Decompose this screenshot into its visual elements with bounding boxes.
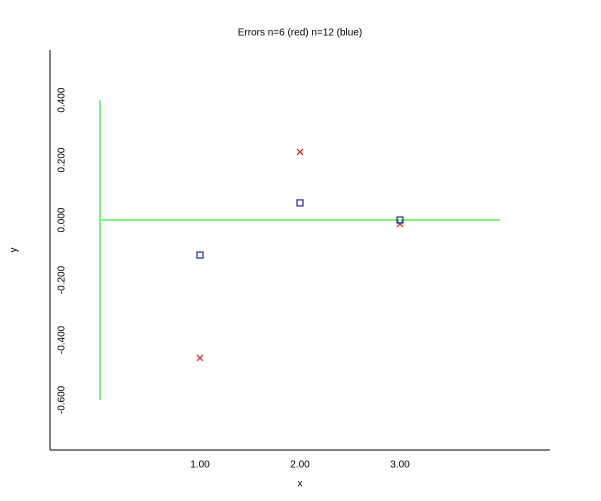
point xyxy=(296,199,304,207)
chart-title: Errors n=6 (red) n=12 (blue) xyxy=(238,28,363,39)
y-tick-label: 0.200 xyxy=(57,147,68,172)
point xyxy=(396,220,404,228)
x-axis-label: x xyxy=(298,479,303,490)
y-tick-label: 0.400 xyxy=(57,87,68,112)
y-tick-label: -0.600 xyxy=(57,385,68,414)
x-tick-label: 1.00 xyxy=(190,460,210,471)
x-tick-label: 2.00 xyxy=(290,460,310,471)
point xyxy=(396,216,404,224)
point xyxy=(196,354,204,362)
x-tick-label: 3.00 xyxy=(390,460,410,471)
y-axis-label: y xyxy=(9,248,20,253)
y-tick-label: -0.400 xyxy=(57,325,68,354)
point xyxy=(196,251,204,259)
y-tick-label: -0.200 xyxy=(57,265,68,294)
point xyxy=(296,148,304,156)
y-tick-label: 0.000 xyxy=(57,207,68,232)
